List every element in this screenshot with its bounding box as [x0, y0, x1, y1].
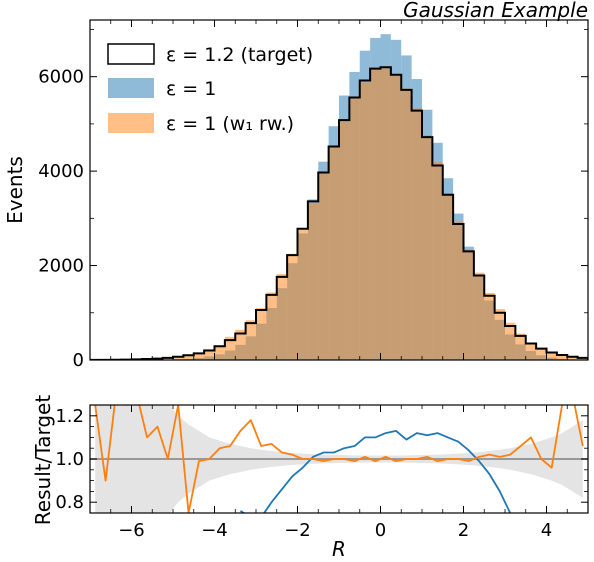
legend-swatch-eps1 [108, 78, 154, 98]
bar-eps1-rw [328, 147, 339, 360]
y-tick-label: 6000 [38, 67, 84, 88]
legend-label-eps1: ε = 1 [166, 78, 216, 100]
ratio-lines [94, 405, 584, 513]
x-tick-label: −4 [201, 520, 228, 541]
histogram-bars [141, 34, 588, 360]
y-tick-label: 4000 [38, 161, 84, 182]
bar-eps1-rw [432, 162, 443, 360]
bar-eps1-rw [359, 82, 371, 360]
legend-label-target: ε = 1.2 (target) [166, 44, 313, 66]
uncertainty-band [95, 405, 583, 513]
histogram-panel: Gaussian Example 0 2000 4000 6000 Events ε … [3, 0, 589, 371]
bar-eps1-rw [183, 354, 194, 360]
bar-eps1-rw [494, 309, 505, 360]
bar-eps1-rw [411, 108, 422, 360]
bar-eps1-rw [463, 249, 474, 360]
bar-eps1-rw [380, 66, 391, 360]
x-tick-label: −6 [118, 520, 145, 541]
chart-title: Gaussian Example [403, 0, 588, 22]
y-axis-label-events: Events [3, 156, 27, 224]
ratio-ticks: −6 −4 −2 0 2 4 0.8 1.0 1.2 [55, 404, 588, 541]
bar-eps1-rw [339, 121, 350, 360]
bar-eps1-rw [556, 354, 568, 360]
legend-swatch-target [107, 43, 155, 65]
bar-eps1-rw [567, 355, 578, 360]
bar-eps1-rw [173, 357, 184, 360]
y-tick-label: 1.2 [55, 406, 84, 427]
bar-eps1-rw [307, 203, 319, 360]
bar-eps1-rw [484, 292, 495, 360]
bar-eps1-rw [287, 253, 298, 360]
legend-label-eps1-rw: ε = 1 (w₁ rw.) [166, 113, 294, 135]
ratio-line-eps1 [239, 430, 511, 513]
x-axis-label-r: R [332, 537, 346, 561]
y-tick-label: 0.8 [55, 492, 84, 513]
bar-eps1-rw [235, 329, 246, 360]
ratio-panel: −6 −4 −2 0 2 4 0.8 1.0 1.2 Result/Target R [31, 395, 589, 561]
bar-eps1-rw [546, 351, 557, 360]
histogram-ticks: 0 2000 4000 6000 [38, 20, 588, 371]
bar-eps1-rw [505, 322, 516, 360]
ratio-line-eps1-rw [94, 405, 584, 513]
bar-eps1-rw [276, 274, 288, 360]
bar-eps1-rw [204, 349, 215, 360]
bar-eps1-rw [473, 272, 485, 360]
bar-eps1-rw [370, 69, 381, 360]
bar-eps1-rw [224, 336, 236, 360]
bar-eps1-rw [442, 193, 454, 360]
legend: ε = 1.2 (target) ε = 1 ε = 1 (w₁ rw.) [107, 43, 313, 135]
bar-eps1-rw [349, 97, 360, 360]
y-axis-label-ratio: Result/Target [31, 395, 55, 526]
bar-eps1-rw [318, 173, 329, 360]
bar-eps1-rw [193, 352, 205, 360]
bar-eps1-rw [422, 135, 433, 360]
x-tick-label: 0 [375, 520, 386, 541]
bar-eps1-rw [297, 229, 308, 360]
y-tick-label: 2000 [38, 256, 84, 277]
bar-eps1-rw [214, 345, 225, 360]
bar-eps1-rw [536, 347, 547, 360]
bar-eps1-rw [390, 73, 402, 360]
uncertainty-band-area [95, 405, 583, 513]
x-tick-label: 4 [541, 520, 552, 541]
y-tick-label: 0 [73, 350, 84, 371]
bar-eps1-rw [245, 320, 256, 360]
bar-eps1-rw [256, 308, 267, 360]
legend-swatch-eps1-rw [108, 113, 154, 133]
y-tick-label: 1.0 [55, 449, 84, 470]
bar-eps1-rw [525, 342, 537, 360]
x-tick-label: 2 [458, 520, 469, 541]
bar-eps1-rw [266, 292, 277, 360]
x-tick-label: −2 [284, 520, 311, 541]
bar-eps1-rw [401, 88, 412, 360]
bar-eps1-rw [515, 333, 526, 360]
bar-eps1-rw [453, 221, 464, 360]
